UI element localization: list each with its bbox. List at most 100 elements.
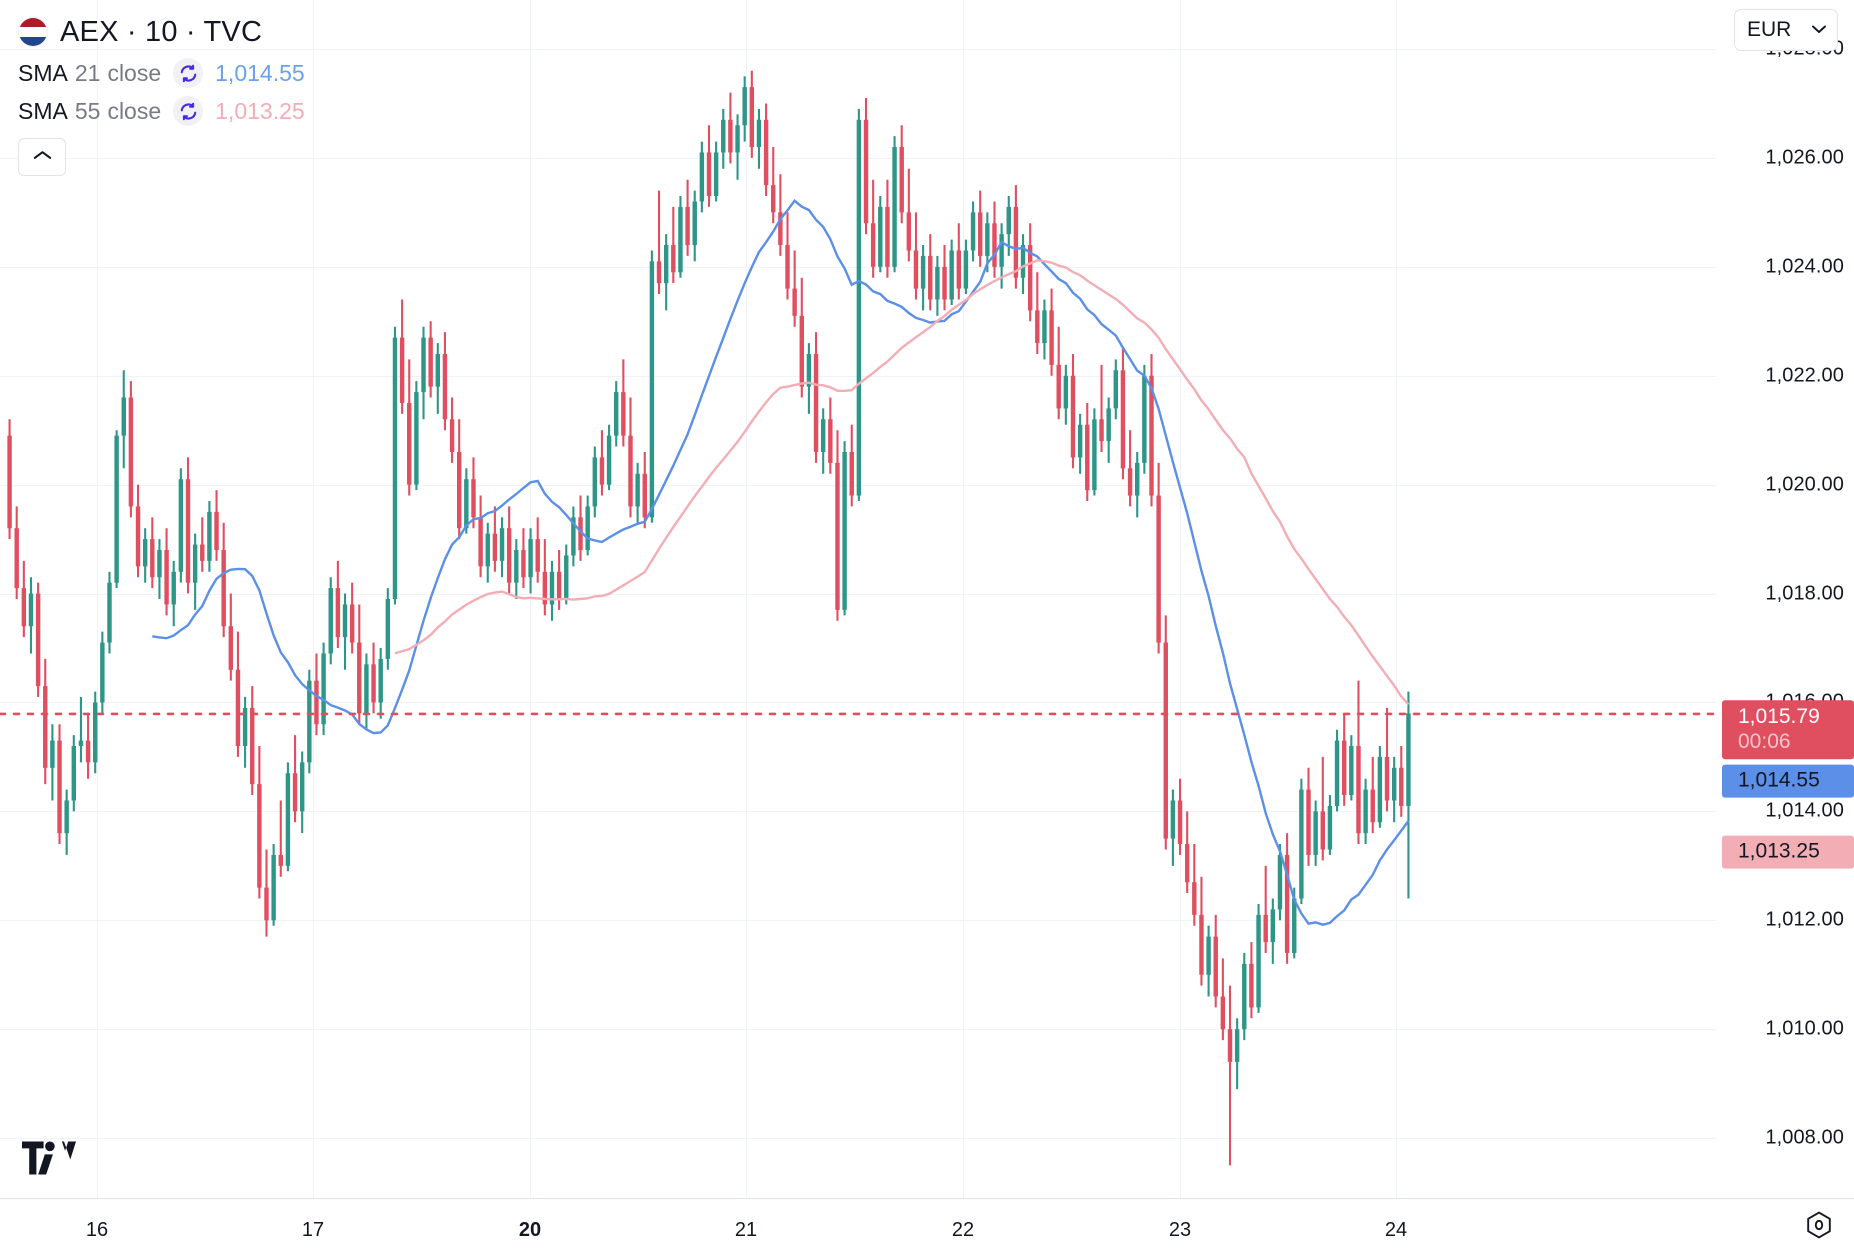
candle-body [735,125,740,153]
candle-body [1263,914,1268,943]
time-tick-label: 17 [301,1219,325,1241]
candle-body [749,87,755,148]
symbol-row[interactable]: AEX · 10 · TVC [18,10,305,54]
candle-body [57,740,62,834]
candle-body [892,147,897,267]
candle-body [721,119,726,153]
candle-body [728,119,733,153]
candle-body [1027,245,1033,311]
price-tick-label: 1,014.00 [1765,799,1844,822]
candle-body [592,457,598,507]
candle-body [1270,909,1276,943]
vertical-gridline [746,0,747,1198]
candle-body [1242,963,1247,1030]
time-scale[interactable]: 16 17 20 21 22 23 24 [0,1198,1854,1260]
vertical-gridline [1396,0,1397,1198]
candle-body [164,549,169,605]
candle-body [685,206,690,246]
candle-body [977,212,983,256]
sma21-price-badge: 1,014.55 [1722,765,1854,798]
candle-body [878,206,883,267]
sma55-source: close [107,97,162,124]
candle-body [514,549,519,583]
chevron-up-icon [33,148,52,166]
sma55-price-badge: 1,013.25 [1722,835,1854,869]
candle-body [135,506,141,567]
candle-body [1406,713,1411,806]
candle-body [564,555,569,599]
horizontal-gridline [0,1029,1716,1031]
sma55-price-value: 1,013.25 [1738,839,1820,863]
indicator-row-sma21[interactable]: SMA 21 close 1,014.55 [18,54,305,92]
candle-body [1106,408,1111,442]
refresh-icon[interactable] [173,96,204,126]
candle-body [792,288,797,316]
indicator-row-sma55[interactable]: SMA 55 close 1,013.25 [18,92,305,130]
candle-body [378,658,383,703]
candle-body [250,707,255,785]
sma21-param: 21 [74,59,101,86]
candle-body [414,392,419,485]
candle-body [1327,805,1333,850]
chevron-down-icon [1811,21,1827,39]
candle-body [428,337,433,387]
candle-body [50,740,55,768]
candle-body [1399,767,1404,806]
candle-body [64,800,69,834]
tradingview-logo[interactable] [22,1141,76,1180]
candle-body [71,746,77,801]
candle-body [242,707,248,747]
candle-body [1042,310,1047,344]
crosshair-target-icon[interactable] [1806,1211,1832,1244]
horizontal-gridline [0,920,1716,922]
candle-body [585,506,590,550]
candle-body [278,854,283,866]
candle-body [906,212,912,251]
netherlands-flag-icon [18,17,48,47]
refresh-icon[interactable] [173,58,204,88]
candle-body [870,223,876,267]
horizontal-gridline [0,811,1716,813]
candle-body [264,887,269,921]
candle-body [656,261,662,284]
candle-body [985,223,990,256]
candle-body [35,593,41,687]
candle-body [571,517,576,556]
chart-pane[interactable] [0,0,1716,1198]
candle-body [192,544,198,583]
price-tick-label: 1,018.00 [1765,582,1844,605]
chart-legend: AEX · 10 · TVC SMA 21 close 1,014.55 SMA… [18,10,305,176]
candle-body [1013,206,1019,278]
candle-body [314,680,319,725]
candle-body [835,462,840,610]
candle-body [421,337,426,393]
time-tick-label: 16 [85,1219,109,1241]
candle-body [1135,462,1140,496]
price-tick-label: 1,020.00 [1765,473,1844,496]
candle-body [606,435,612,485]
candle-body [43,686,48,768]
price-tick-label: 1,008.00 [1765,1126,1844,1149]
candle-body [785,245,790,289]
candle-body [449,419,455,452]
currency-select[interactable]: EUR [1734,9,1838,51]
candle-body [1177,800,1183,845]
candle-body [271,854,276,921]
candle-body [1142,375,1147,463]
sma55-line [394,259,1410,706]
vertical-gridline [97,0,98,1198]
candle-body [599,457,605,485]
candle-body [635,473,640,507]
collapse-legend-button[interactable] [18,138,66,176]
candle-body [642,473,647,518]
sma21-name: SMA [18,59,68,86]
candle-body [1206,936,1211,975]
candle-body [142,539,148,567]
candle-body [1384,756,1390,801]
candle-body [806,353,812,387]
candle-body [1077,424,1083,458]
price-scale[interactable]: 1,015.79 00:06 1,014.55 1,013.25 1,028.0… [1716,0,1854,1198]
price-tick-label: 1,010.00 [1765,1017,1844,1040]
candle-body [970,212,976,251]
candle-body [828,419,833,463]
